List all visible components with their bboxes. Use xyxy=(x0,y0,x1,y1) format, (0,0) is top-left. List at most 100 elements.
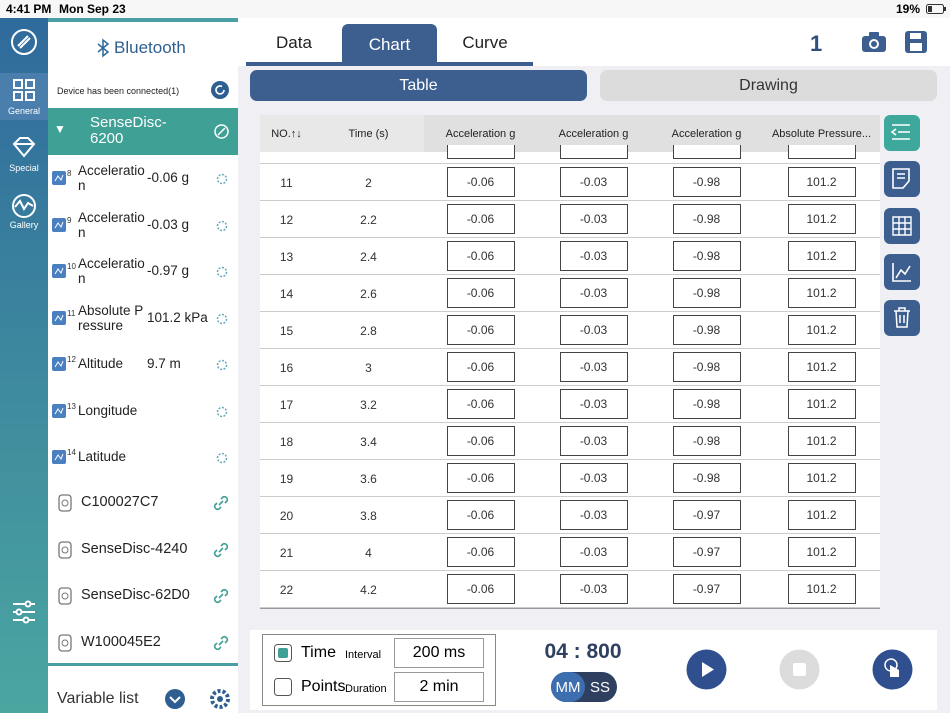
checkbox[interactable] xyxy=(274,678,292,696)
cell-input[interactable]: -0.06 xyxy=(446,241,515,271)
cell-input[interactable]: 101.2 xyxy=(787,315,856,345)
connect-icon[interactable] xyxy=(213,495,229,511)
sensor-settings[interactable] xyxy=(216,172,228,185)
sensor-settings[interactable] xyxy=(216,405,228,417)
camera-button[interactable] xyxy=(862,32,886,52)
cell-input[interactable]: -0.98 xyxy=(672,463,741,493)
logo[interactable] xyxy=(10,28,38,56)
column-header[interactable]: NO.↑↓ xyxy=(260,115,313,152)
cell-input[interactable]: -0.06 xyxy=(446,500,515,530)
sensor-settings[interactable] xyxy=(216,312,228,324)
side-action-button[interactable] xyxy=(884,115,920,151)
nav-label[interactable]: General xyxy=(7,106,41,116)
duration-input[interactable]: 2 min xyxy=(394,672,484,702)
cell-input[interactable]: 101.2 xyxy=(787,167,856,197)
cell-input[interactable]: 101.2 xyxy=(787,389,856,419)
cell-input[interactable]: 101.2 xyxy=(787,426,856,456)
cell-input[interactable]: -0.03 xyxy=(559,278,628,308)
cell-input[interactable]: -0.06 xyxy=(446,167,515,197)
device-row[interactable]: W100045E2 xyxy=(48,620,238,666)
connect-icon[interactable] xyxy=(213,542,229,558)
cell-input[interactable]: 101.2 xyxy=(787,537,856,567)
cell-input[interactable]: -0.98 xyxy=(672,278,741,308)
cell-input[interactable]: -0.98 xyxy=(672,315,741,345)
column-header[interactable]: Time (s) xyxy=(313,115,424,152)
tab[interactable]: Curve xyxy=(437,24,533,66)
cell-input[interactable]: -0.06 xyxy=(446,574,515,604)
settings-button[interactable] xyxy=(210,689,230,709)
device-row[interactable]: SenseDisc-62D0 xyxy=(48,573,238,619)
cell-input[interactable]: -0.03 xyxy=(559,537,628,567)
cell-input[interactable]: -0.03 xyxy=(559,574,628,604)
connect-icon[interactable] xyxy=(213,588,229,604)
play-button[interactable] xyxy=(686,649,727,690)
disconnect-icon[interactable] xyxy=(214,124,229,139)
variable-list-label[interactable]: Variable list xyxy=(57,690,139,707)
interval-input[interactable]: 200 ms xyxy=(394,638,484,668)
stop-button[interactable] xyxy=(779,649,820,690)
side-action-button[interactable] xyxy=(884,161,920,198)
tab-active[interactable]: Chart xyxy=(342,24,437,66)
side-action-button[interactable] xyxy=(884,207,920,244)
cell-input[interactable]: -0.03 xyxy=(559,241,628,271)
sensor-settings[interactable] xyxy=(216,219,228,231)
cell-input[interactable]: -0.06 xyxy=(446,389,515,419)
sensor-row[interactable]: 11 Absolute Pressure 101.2 kPa xyxy=(48,295,238,341)
cell-input[interactable]: -0.98 xyxy=(672,352,741,382)
sensor-row[interactable]: 9 Acceleration -0.03 g xyxy=(48,202,238,248)
cell-input[interactable]: -0.06 xyxy=(446,204,515,234)
cell-input[interactable]: 101.2 xyxy=(787,500,856,530)
cell-input[interactable]: -0.03 xyxy=(559,167,628,197)
checkbox-checked[interactable] xyxy=(274,644,292,662)
cell-input[interactable]: -0.98 xyxy=(672,204,741,234)
cell-input[interactable]: -0.97 xyxy=(672,574,741,604)
cell-input[interactable]: -0.98 xyxy=(672,389,741,419)
cell-input[interactable]: -0.98 xyxy=(672,167,741,197)
device-row[interactable]: C100027C7 xyxy=(48,480,238,526)
subtab[interactable]: Drawing xyxy=(600,70,937,101)
connect-icon[interactable] xyxy=(213,635,229,651)
refresh-button[interactable] xyxy=(211,81,229,99)
cell-input[interactable]: -0.06 xyxy=(446,426,515,456)
nav-icon[interactable] xyxy=(12,136,36,158)
sensor-row[interactable]: 10 Acceleration -0.97 g xyxy=(48,248,238,294)
subtab-active[interactable]: Table xyxy=(250,70,587,101)
sensor-settings[interactable] xyxy=(216,358,228,371)
cell-input[interactable]: -0.06 xyxy=(446,352,515,382)
cell-input[interactable]: -0.98 xyxy=(672,426,741,456)
cell-input[interactable]: -0.06 xyxy=(446,463,515,493)
cell-input[interactable]: -0.98 xyxy=(672,241,741,271)
cell-input[interactable]: -0.06 xyxy=(446,315,515,345)
sensor-settings[interactable] xyxy=(216,451,228,464)
cell-input[interactable]: -0.97 xyxy=(672,537,741,567)
sensor-row[interactable]: 14 Latitude xyxy=(48,434,238,480)
cell-input[interactable]: 101.2 xyxy=(787,204,856,234)
tab[interactable]: Data xyxy=(246,24,342,66)
cell-input[interactable]: 101.2 xyxy=(787,352,856,382)
cell-input[interactable]: -0.03 xyxy=(559,463,628,493)
cell-input[interactable]: -0.03 xyxy=(559,500,628,530)
side-action-button[interactable] xyxy=(884,300,920,337)
connected-device-row[interactable]: ▼ SenseDisc-6200 xyxy=(48,108,238,155)
cell-input[interactable]: 101.2 xyxy=(787,463,856,493)
nav-label[interactable]: Special xyxy=(9,163,39,173)
cell-input[interactable]: 101.2 xyxy=(787,574,856,604)
manual-button[interactable] xyxy=(872,649,913,690)
side-action-button[interactable] xyxy=(884,253,920,290)
nav-label[interactable]: Gallery xyxy=(9,220,39,230)
save-button[interactable] xyxy=(905,31,927,53)
sensor-settings[interactable] xyxy=(216,265,228,278)
sensor-row[interactable]: 13 Longitude xyxy=(48,388,238,434)
cell-input[interactable]: -0.03 xyxy=(559,426,628,456)
sensor-row[interactable]: 12 Altitude 9.7 m xyxy=(48,341,238,387)
dropdown-button[interactable] xyxy=(165,689,185,709)
cell-input[interactable]: -0.06 xyxy=(446,278,515,308)
cell-input[interactable]: -0.03 xyxy=(559,352,628,382)
nav-icon[interactable] xyxy=(12,78,36,102)
cell-input[interactable]: 101.2 xyxy=(787,278,856,308)
settings-icon[interactable] xyxy=(12,600,36,624)
nav-icon[interactable] xyxy=(11,193,37,219)
sensor-row[interactable]: 8 Acceleration -0.06 g xyxy=(48,155,238,201)
cell-input[interactable]: -0.03 xyxy=(559,204,628,234)
cell-input[interactable]: -0.97 xyxy=(672,500,741,530)
